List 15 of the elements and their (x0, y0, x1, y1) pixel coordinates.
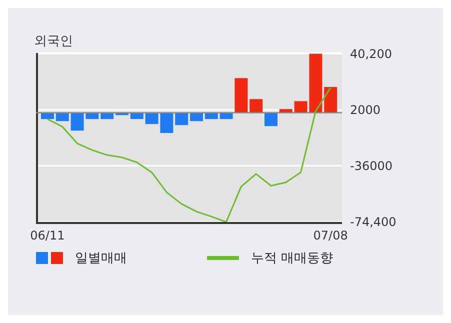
bar (234, 78, 248, 113)
bar (264, 112, 278, 126)
y-tick-label: 2000 (350, 103, 381, 118)
bar (250, 99, 263, 113)
legend-label: 누적 매매동향 (251, 250, 334, 267)
legend-label: 일별매매 (75, 250, 127, 267)
chart-title: 외국인 (34, 33, 73, 50)
bar (324, 87, 338, 113)
line-series (46, 87, 332, 223)
y-tick-label: -74,400 (350, 215, 396, 230)
x-tick-label: 06/11 (30, 228, 65, 243)
x-tick-label: 07/08 (313, 228, 348, 243)
y-tick-label: -36000 (350, 158, 393, 173)
y-tick-label: 40,200 (350, 46, 392, 61)
bar (175, 112, 188, 126)
